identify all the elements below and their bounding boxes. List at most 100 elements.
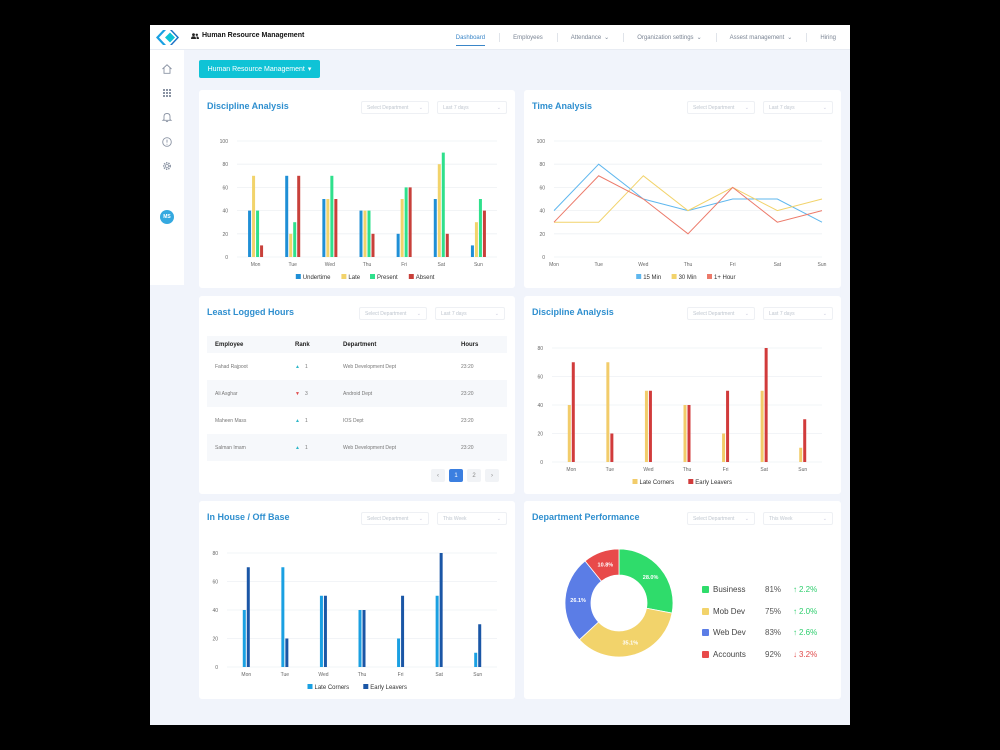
pagination: ‹ 1 2 › (431, 469, 499, 482)
department-select[interactable]: Select Department ⌄ (361, 101, 429, 114)
nav-assest-management[interactable]: Assest management ⌄ (715, 25, 807, 50)
bar (408, 187, 412, 257)
nav-label: Dashboard (455, 34, 486, 41)
department-select[interactable]: Select Department ⌄ (687, 512, 755, 525)
nav-organization-settings[interactable]: Organization settings ⌄ (623, 25, 715, 50)
app-title-text: Human Resource Management (202, 32, 305, 39)
bar (404, 187, 408, 257)
bar (396, 233, 400, 257)
bar (319, 595, 323, 667)
department-select[interactable]: Select Department ⌄ (687, 307, 755, 320)
legend-change: 2.6% (799, 628, 818, 638)
period-select[interactable]: This Week ⌄ (763, 512, 833, 525)
gear-icon[interactable] (161, 160, 173, 172)
period-select[interactable]: Last 7 days ⌄ (437, 101, 507, 114)
bar (326, 199, 330, 257)
period-select[interactable]: This Week ⌄ (437, 512, 507, 525)
y-tick-label: 60 (537, 375, 543, 381)
bar (358, 610, 362, 667)
bar (246, 567, 250, 667)
department-select[interactable]: Select Department ⌄ (359, 307, 427, 320)
bar (726, 390, 730, 462)
y-tick-label: 60 (212, 580, 218, 586)
home-icon[interactable] (161, 63, 173, 75)
legend-percent: 75% (765, 606, 782, 616)
time-analysis-card: Time Analysis Select Department ⌄ Last 7 … (524, 90, 841, 288)
legend-swatch (688, 479, 694, 484)
y-tick-label: 60 (222, 185, 228, 191)
y-tick-label: 80 (222, 162, 228, 168)
chevron-down-icon: ⌄ (744, 104, 749, 111)
nav-dashboard[interactable]: Dashboard (442, 25, 499, 50)
legend-label: Late (348, 275, 360, 281)
next-page-button[interactable]: › (485, 469, 499, 482)
department-select[interactable]: Select Department ⌄ (687, 101, 755, 114)
x-tick-label: Wed (638, 262, 648, 268)
avatar[interactable]: MS (160, 210, 174, 224)
bell-icon[interactable] (161, 111, 173, 123)
table-row[interactable]: Maheen Mass ▲ 1 IOS Dept 23:20 (207, 407, 507, 434)
period-select[interactable]: Last 7 days ⌄ (763, 307, 833, 320)
cell-hours: 23:20 (461, 444, 474, 451)
legend-label: Late Corners (640, 480, 675, 486)
legend-swatch (307, 684, 313, 689)
bar (334, 199, 338, 257)
info-icon[interactable] (161, 136, 173, 148)
x-tick-label: Sun (474, 262, 483, 268)
table-row[interactable]: Fahad Rajpoot ▲ 1 Web Development Dept 23:20 (207, 353, 507, 380)
header-hours: Hours (461, 341, 479, 348)
cell-department: IOS Dept (343, 417, 364, 424)
legend-label: Accounts (713, 649, 746, 659)
y-tick-label: 40 (222, 209, 228, 215)
x-tick-label: Tue (594, 262, 603, 268)
late-early-bar-chart: 0 20 40 60 80 Mon Tue Wed Thu Fri Sat Sun Late Corne… (537, 346, 822, 486)
chevron-down-icon: ⌄ (696, 35, 702, 41)
legend-item: Accounts 92% ↓ 3.2% (702, 644, 827, 666)
pie-slice (584, 548, 620, 582)
discipline-analysis-card-2: Discipline Analysis Select Department ⌄ L… (524, 296, 841, 494)
bar (289, 233, 293, 257)
grid-icon[interactable] (161, 87, 173, 99)
nav-attendance[interactable]: Attendance ⌄ (556, 25, 623, 50)
table-row[interactable]: Ali Asghar ▼ 3 Android Dept 23:20 (207, 380, 507, 407)
table-row[interactable]: Salman Imam ▲ 1 Web Development Dept 23:20 (207, 434, 507, 461)
nav-hiring[interactable]: Hiring (806, 25, 850, 50)
legend-label: Undertime (303, 275, 331, 281)
department-select[interactable]: Select Department ⌄ (361, 512, 429, 525)
legend-label: 30 Min (679, 275, 697, 281)
period-select[interactable]: Last 7 days ⌄ (763, 101, 833, 114)
prev-page-button[interactable]: ‹ (431, 469, 445, 482)
x-tick-label: Mon (566, 467, 576, 473)
table-body: Fahad Rajpoot ▲ 1 Web Development Dept 23:20… (207, 353, 507, 461)
legend-change: 2.0% (799, 606, 818, 616)
bar (285, 175, 289, 257)
nav-employees[interactable]: Employees (499, 25, 557, 50)
y-tick-label: 20 (212, 637, 218, 643)
x-tick-label: Wed (318, 672, 328, 678)
discipline-bar-chart: 0 20 40 60 80 100 Mon Tue Wed Thu Fri Sat Sun Underti… (220, 139, 497, 281)
y-tick-label: 80 (539, 162, 545, 168)
period-select-value: This Week (769, 515, 793, 522)
time-line-chart: 0 20 40 60 80 100 Mon Tue Wed Thu Fri Sat Sun 15 Min 3… (537, 139, 827, 281)
cell-rank: ▲ 1 (289, 364, 335, 370)
y-tick-label: 40 (212, 608, 218, 614)
y-tick-label: 0 (542, 255, 545, 261)
header-employee: Employee (215, 341, 244, 348)
rank-value: 1 (304, 444, 308, 451)
bar (441, 152, 445, 257)
period-select[interactable]: Last 7 days ⌄ (435, 307, 505, 320)
arrow-up-icon: ↑ (793, 585, 797, 595)
department-performance-card: Department Performance Select Department… (524, 501, 841, 699)
rank-value: 1 (304, 417, 308, 424)
card-title: Discipline Analysis (207, 101, 289, 111)
page-1-button[interactable]: 1 (449, 469, 463, 482)
bar (260, 245, 264, 257)
module-selector-button[interactable]: Human Resource Management ▾ (199, 60, 320, 78)
series-line (553, 175, 823, 235)
legend-swatch (702, 586, 709, 594)
y-tick-label: 0 (215, 665, 218, 671)
nav-label: Hiring (820, 34, 836, 41)
page-2-button[interactable]: 2 (467, 469, 481, 482)
cell-hours: 23:20 (461, 363, 474, 370)
header-department: Department (343, 341, 377, 348)
